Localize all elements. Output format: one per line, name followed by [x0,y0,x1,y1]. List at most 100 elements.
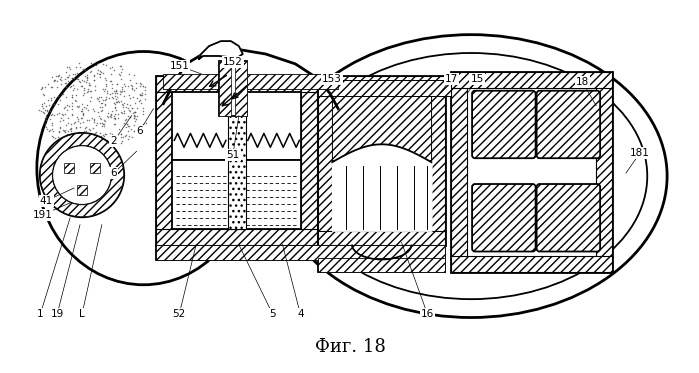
Point [77,110,88,116]
Point [86,88,97,94]
Point [77,109,88,115]
Point [69,120,80,126]
Point [76,115,87,121]
Point [117,66,128,72]
Point [106,134,117,140]
Point [107,95,118,101]
Point [76,77,87,83]
Point [59,76,71,82]
Point [106,94,117,100]
Point [127,105,138,111]
Point [46,74,57,80]
Point [124,95,136,101]
Point [112,94,123,100]
Point [48,78,59,84]
Point [73,76,84,82]
Point [78,104,89,110]
Point [130,100,141,106]
Ellipse shape [275,35,667,317]
Point [130,116,141,122]
Point [98,70,109,76]
Point [94,134,106,140]
Point [79,125,90,131]
Point [47,120,58,126]
Point [66,103,77,109]
Point [83,82,94,88]
Point [140,87,151,93]
Point [73,137,84,143]
Point [97,120,108,126]
Point [124,102,136,108]
Point [139,84,150,90]
Point [56,81,67,87]
Point [123,71,134,77]
Point [55,115,66,121]
Point [105,130,116,136]
Point [103,110,114,116]
Point [113,98,124,104]
Point [38,100,50,106]
Point [66,75,78,81]
Point [122,113,134,119]
Point [73,103,85,109]
Point [76,83,87,89]
Point [58,105,69,111]
Point [78,92,89,98]
Point [80,128,92,134]
Point [125,114,136,120]
Point [131,113,143,119]
Point [81,75,92,81]
Point [94,68,106,74]
Point [56,77,67,83]
Point [41,124,52,130]
Point [65,126,76,132]
Point [37,101,48,107]
Point [131,106,142,112]
Point [110,99,122,105]
Point [85,94,96,100]
Point [44,108,55,114]
Point [71,86,82,92]
Point [91,70,102,76]
Point [122,84,133,90]
Point [102,115,113,120]
Point [101,113,113,119]
Point [81,74,92,80]
Bar [90,163,100,173]
Point [134,80,145,86]
Point [67,82,78,88]
Point [101,83,112,89]
Point [83,80,94,86]
Point [53,128,64,134]
Point [83,117,94,123]
Point [64,66,75,72]
Point [101,137,113,143]
Point [120,104,131,110]
Point [120,116,131,122]
Point [50,77,61,83]
Point [134,92,145,98]
Point [74,64,85,70]
Point [75,115,86,121]
Point [71,114,82,120]
Bar [301,76,317,245]
Point [39,115,50,121]
Point [115,72,126,78]
FancyBboxPatch shape [472,91,535,158]
Point [110,107,122,113]
Point [137,90,148,96]
Point [110,106,121,112]
Point [111,81,122,87]
Text: 2: 2 [110,137,117,146]
Point [43,81,54,87]
Point [127,110,138,116]
Point [124,93,135,98]
Point [94,71,105,77]
Point [118,88,129,94]
Point [48,77,59,83]
Point [129,128,140,134]
Point [39,84,50,90]
Point [112,111,123,117]
Point [110,104,121,110]
Point [80,105,92,111]
